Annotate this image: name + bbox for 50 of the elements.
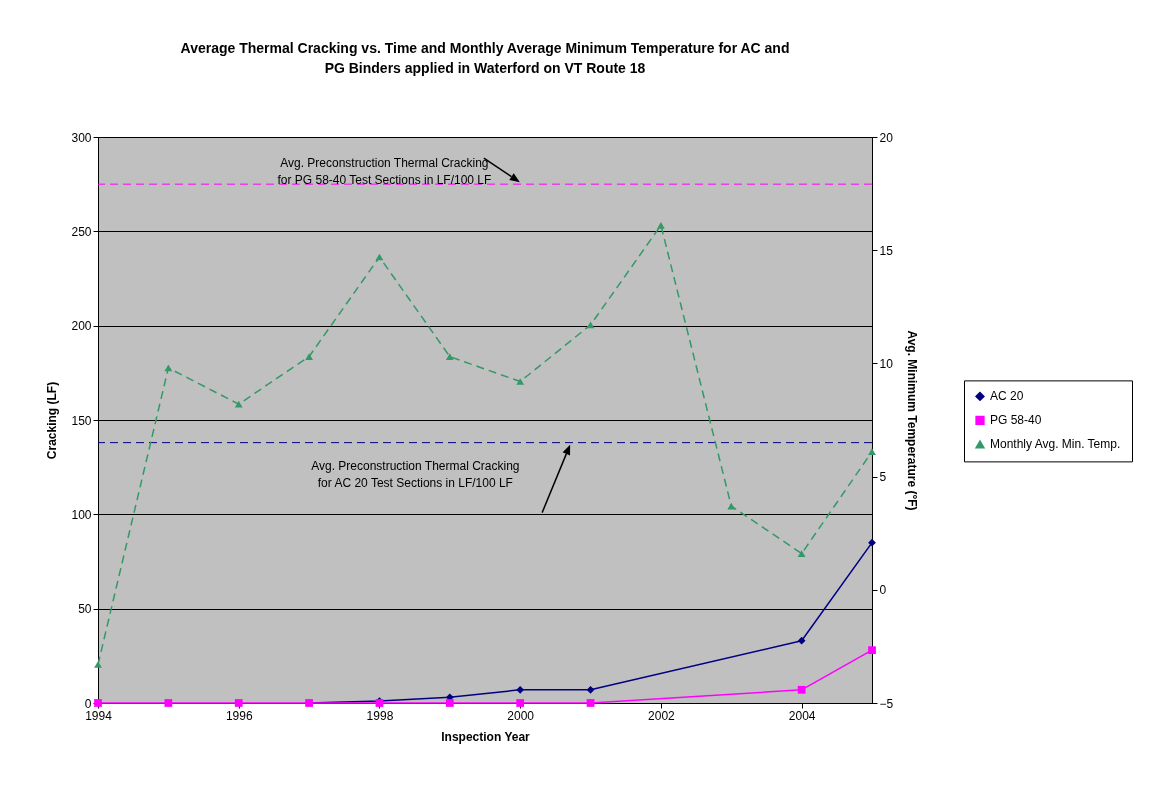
chart-title: Average Thermal Cracking vs. Time and Monthly Average Minimum Temperature for AC and PG Binders applied in Waterford on VT Route 18 bbox=[180, 40, 790, 76]
y2-tick-label: 15 bbox=[879, 243, 894, 258]
x-tick-label: 2002 bbox=[648, 708, 676, 723]
point bbox=[445, 699, 454, 707]
y2-tick-label: 0 bbox=[879, 583, 887, 598]
point bbox=[797, 685, 806, 694]
x-tick-label: 1994 bbox=[85, 708, 113, 723]
point bbox=[516, 699, 525, 707]
y-tick-label: 200 bbox=[71, 319, 92, 334]
legend-label: PG 58-40 bbox=[990, 413, 1042, 428]
point bbox=[797, 636, 806, 645]
y2-tick-label: 5 bbox=[879, 470, 887, 485]
point bbox=[586, 685, 595, 694]
point bbox=[164, 699, 173, 707]
legend-label: Monthly Avg. Min. Temp. bbox=[990, 437, 1121, 452]
y-axis-title: Cracking (LF) bbox=[45, 381, 60, 460]
y-tick-label: 250 bbox=[71, 224, 92, 239]
point bbox=[586, 321, 595, 329]
y-tick-label: 300 bbox=[71, 130, 92, 145]
point bbox=[516, 378, 525, 385]
point bbox=[868, 646, 876, 655]
x-tick-label: 1998 bbox=[366, 708, 394, 723]
y-tick-label: 100 bbox=[71, 507, 92, 522]
point bbox=[657, 221, 665, 229]
ref-line-label: Avg. Preconstruction Thermal Cracking for PG 58-40 Test Sections in LF/100 LF bbox=[277, 156, 492, 188]
point bbox=[305, 353, 313, 360]
point bbox=[375, 253, 384, 261]
point bbox=[868, 448, 876, 456]
point bbox=[445, 353, 454, 360]
legend-label: AC 20 bbox=[990, 389, 1024, 404]
point bbox=[234, 400, 243, 408]
point bbox=[94, 699, 102, 707]
y-tick-label: 0 bbox=[84, 696, 92, 711]
y-tick-label: 50 bbox=[78, 602, 92, 617]
point bbox=[94, 661, 102, 668]
point bbox=[234, 699, 243, 707]
ref-line-label: Avg. Preconstruction Thermal Cracking for AC 20 Test Sections in LF/100 LF bbox=[311, 458, 520, 490]
y2-tick-label: 10 bbox=[879, 356, 894, 371]
point bbox=[516, 685, 525, 694]
point bbox=[586, 699, 595, 707]
y-tick-label: 150 bbox=[71, 413, 92, 428]
y2-tick-label: 20 bbox=[879, 130, 894, 145]
point bbox=[797, 550, 806, 557]
x-tick-label: 2000 bbox=[507, 708, 535, 723]
x-tick-label: 2004 bbox=[788, 708, 816, 723]
x-axis-title: Inspection Year bbox=[441, 729, 531, 744]
y2-axis-title: Avg. Minimum Temperature (°F) bbox=[905, 330, 920, 511]
y2-tick-label: −5 bbox=[879, 696, 894, 711]
x-tick-label: 1996 bbox=[225, 708, 253, 723]
point bbox=[868, 538, 876, 547]
